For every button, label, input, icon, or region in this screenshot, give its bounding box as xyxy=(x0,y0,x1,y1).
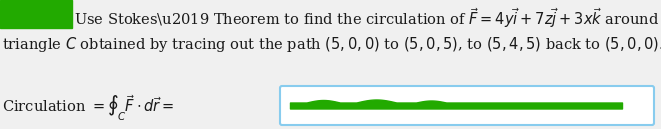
Text: Circulation $= \oint_C \vec{F} \cdot d\vec{r} =$: Circulation $= \oint_C \vec{F} \cdot d\v… xyxy=(2,93,175,123)
FancyBboxPatch shape xyxy=(280,86,654,125)
Text: Use Stokes\u2019 Theorem to find the circulation of $\vec{F} = 4y\vec{i} + 7z\ve: Use Stokes\u2019 Theorem to find the cir… xyxy=(74,6,661,30)
Bar xyxy=(0,0,72,28)
Text: triangle $C$ obtained by tracing out the path $(5, 0, 0)$ to $(5, 0, 5)$, to $(5: triangle $C$ obtained by tracing out the… xyxy=(2,34,661,54)
